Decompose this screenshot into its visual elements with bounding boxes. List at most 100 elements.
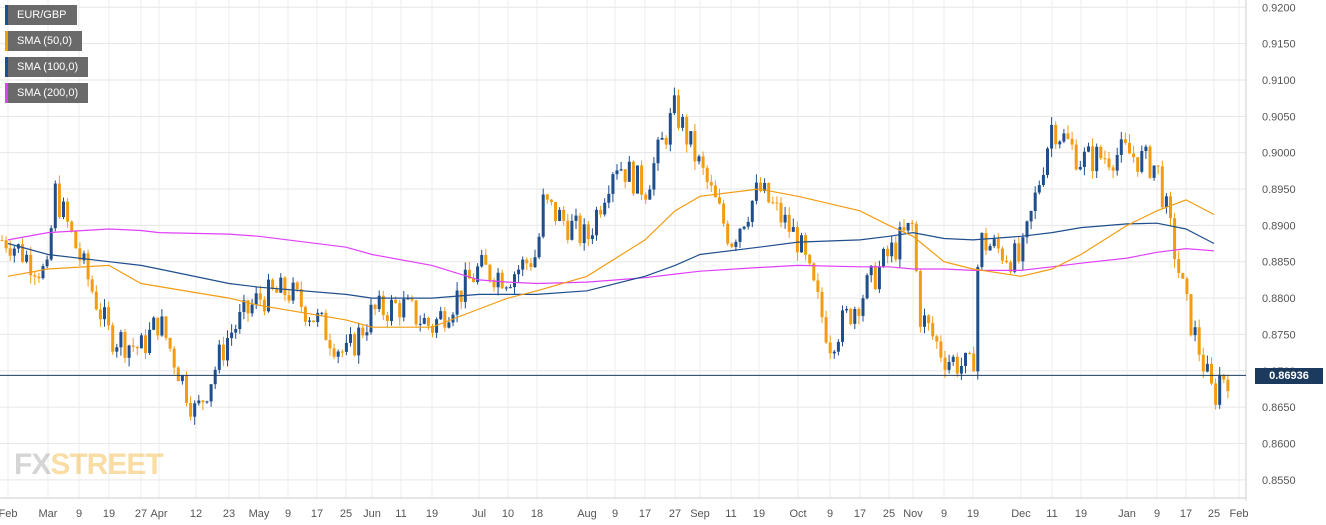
y-tick-label: 0.9050 xyxy=(1262,111,1296,123)
candle-down xyxy=(472,278,475,283)
candle-down xyxy=(98,309,102,320)
candle-down xyxy=(94,291,98,310)
candle-down xyxy=(726,223,730,244)
candle-up xyxy=(590,235,594,240)
candle-up xyxy=(861,298,865,316)
x-tick-label: 19 xyxy=(753,508,765,520)
candle-up xyxy=(365,332,369,336)
candle-down xyxy=(172,348,176,368)
x-axis-ticks: Feb Mar 9 19 27 Apr 12 23 May 9 17 25 Jun 11 19 Jul 10 18… xyxy=(0,508,1248,520)
candle-down xyxy=(156,317,160,336)
legend-item-sma50[interactable]: SMA (50,0) xyxy=(5,31,83,51)
candle-up xyxy=(476,266,480,283)
candle-down xyxy=(221,344,225,361)
candle-down xyxy=(902,227,906,231)
y-tick-label: 0.9200 xyxy=(1262,2,1296,14)
candle-up xyxy=(882,248,885,267)
candle-down xyxy=(812,263,816,281)
candle-up xyxy=(242,300,246,312)
x-tick-label: 9 xyxy=(285,508,291,520)
candle-down xyxy=(820,291,824,318)
candle-up xyxy=(230,332,234,339)
candle-up xyxy=(336,351,340,357)
legend-item-eurgbp[interactable]: EUR/GBP xyxy=(5,5,77,25)
plot-background xyxy=(0,0,1246,498)
candle-down xyxy=(283,277,287,296)
candle-up xyxy=(193,403,197,417)
candle-down xyxy=(554,202,557,221)
candle-up xyxy=(791,227,795,232)
x-tick-label: Feb xyxy=(1230,508,1249,520)
candle-up xyxy=(267,279,270,312)
candle-down xyxy=(21,244,24,262)
candle-down xyxy=(0,239,4,241)
candle-up xyxy=(463,269,467,302)
candle-up xyxy=(513,274,516,288)
candle-down xyxy=(709,182,713,186)
y-tick-label: 0.8550 xyxy=(1262,475,1296,487)
candle-down xyxy=(566,220,570,240)
candle-up xyxy=(49,228,53,260)
candle-up xyxy=(250,304,254,314)
candle-up xyxy=(636,165,639,194)
candle-down xyxy=(759,182,762,191)
candle-up xyxy=(1025,221,1029,238)
candle-down xyxy=(529,263,533,268)
candle-down xyxy=(262,299,266,312)
x-tick-label: Jun xyxy=(363,508,381,520)
candle-up xyxy=(570,220,574,240)
candle-up xyxy=(681,117,685,128)
candle-up xyxy=(254,293,258,305)
legend-item-sma200[interactable]: SMA (200,0) xyxy=(5,83,89,103)
x-tick-label: 19 xyxy=(967,508,979,520)
candle-down xyxy=(722,203,726,224)
candle-down xyxy=(775,202,779,204)
candle-up xyxy=(180,375,184,382)
candle-up xyxy=(607,193,611,203)
sma200-line xyxy=(7,228,1215,285)
candle-up xyxy=(320,312,324,314)
candle-up xyxy=(115,347,119,352)
logo-fx: FX xyxy=(14,448,51,481)
candle-up xyxy=(238,311,242,330)
candle-up xyxy=(496,272,500,288)
candle-up xyxy=(951,356,955,362)
x-tick-label: Nov xyxy=(903,508,923,520)
x-tick-label: 17 xyxy=(1180,508,1192,520)
candle-up xyxy=(619,169,623,171)
candle-up xyxy=(217,344,221,370)
candle-down xyxy=(644,194,648,200)
candle-up xyxy=(964,352,967,366)
candle-down xyxy=(886,248,890,257)
candle-up xyxy=(508,287,512,289)
candle-up xyxy=(279,277,283,293)
candle-down xyxy=(1136,157,1140,172)
legend-item-sma100[interactable]: SMA (100,0) xyxy=(5,57,89,77)
x-tick-label: 11 xyxy=(1046,508,1057,520)
candle-down xyxy=(705,167,709,183)
x-tick-label: 25 xyxy=(340,508,352,520)
candle-up xyxy=(390,299,393,322)
candle-up xyxy=(611,174,615,194)
fxstreet-logo: FXSTREET xyxy=(14,448,164,482)
candle-up xyxy=(357,327,361,356)
candle-down xyxy=(144,335,147,353)
candle-down xyxy=(1169,196,1172,219)
candle-down xyxy=(1107,158,1111,168)
candle-up xyxy=(308,320,311,322)
candle-up xyxy=(742,226,746,229)
candle-down xyxy=(500,272,504,289)
candle-up xyxy=(537,236,541,258)
candle-down xyxy=(414,300,418,325)
candle-down xyxy=(972,353,976,372)
candle-down xyxy=(1005,260,1008,263)
candle-down xyxy=(467,269,471,279)
candle-down xyxy=(664,138,668,145)
candle-up xyxy=(627,161,631,182)
candle-up xyxy=(209,384,213,402)
candle-up xyxy=(53,183,57,229)
x-tick-label: May xyxy=(249,508,270,520)
candle-up xyxy=(521,259,525,270)
y-tick-label: 0.8800 xyxy=(1262,293,1296,305)
x-tick-label: 11 xyxy=(725,508,736,520)
